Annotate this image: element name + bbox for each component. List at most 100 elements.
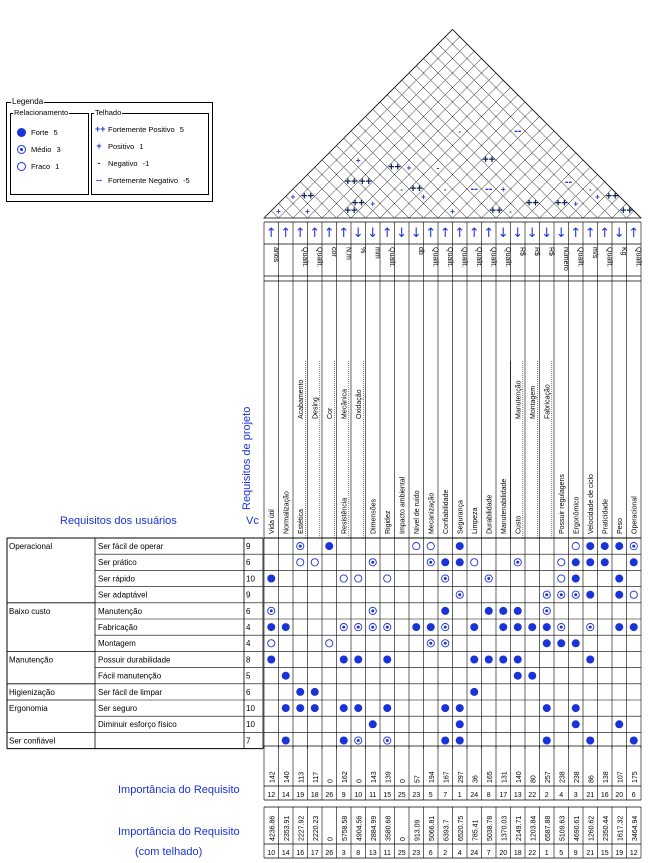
- roof-correlation-mark: +: [421, 192, 426, 201]
- strong-relationship: [455, 558, 464, 567]
- column-name: Dimensões: [370, 498, 377, 534]
- weak-relationship: [354, 574, 363, 583]
- roof-correlation-mark: -: [589, 185, 592, 194]
- importance-roof-rank: 11: [384, 850, 391, 857]
- roof-correlation-mark: --: [471, 183, 479, 195]
- roof-gridline: [379, 101, 497, 219]
- importance-roof-value: 6520.75: [458, 816, 465, 841]
- user-requirement: Ser fácil de operar: [98, 542, 164, 551]
- roof-gridline: [394, 94, 518, 219]
- importance-roof-value: 5066.81: [429, 816, 436, 841]
- column-group: Fabricação: [544, 384, 551, 419]
- legend-roof-p-label: Positivo: [108, 141, 135, 151]
- medium-relationship-center: [588, 625, 592, 629]
- user-requirement: Ser adaptável: [98, 591, 148, 600]
- strong-relationship: [470, 655, 479, 664]
- direction-up-icon: ↑: [454, 226, 465, 241]
- strong-relationship: [542, 623, 551, 632]
- medium-relationship-center: [298, 544, 302, 548]
- column-unit: Qualit.: [605, 247, 612, 267]
- roof-gridline: [452, 123, 547, 219]
- direction-up-icon: ↑: [280, 226, 291, 241]
- roof-gridline: [445, 36, 627, 219]
- strong-relationship: [571, 558, 580, 567]
- strong-relationship: [513, 655, 522, 664]
- medium-relationship-center: [429, 560, 433, 564]
- weak-relationship: [267, 639, 276, 648]
- direction-up-icon: ↑: [599, 226, 610, 241]
- roof-gridline: [387, 94, 511, 219]
- column-name: Rigidez: [385, 510, 392, 534]
- direction-down-icon: ↓: [556, 226, 567, 241]
- vc-value: 10: [246, 720, 255, 729]
- direction-up-icon: ↑: [324, 226, 335, 241]
- legend-roof-nn: -- Fortemente Negativo -5: [95, 175, 190, 185]
- medium-relationship-center: [356, 739, 360, 742]
- importance-value: 162: [342, 771, 349, 783]
- roof-correlation-mark: +: [370, 200, 375, 209]
- user-category: Operacional: [9, 542, 52, 551]
- column-name: Nível de ruído: [414, 490, 421, 534]
- importance-value: 117: [313, 772, 320, 783]
- strong-relationship: [412, 623, 421, 632]
- weak-circle-icon: [17, 162, 26, 171]
- importance-value: 238: [559, 771, 566, 783]
- roof-gridline: [285, 196, 308, 219]
- strong-relationship: [571, 704, 580, 713]
- importance-roof-rank: 8: [356, 850, 360, 857]
- importance-roof-rank: 4: [458, 850, 462, 857]
- importance-value: 57: [414, 775, 421, 783]
- importance-roof-value: 0: [327, 837, 334, 841]
- legend-roof-nn-label: Fortemente Negativo: [108, 175, 179, 185]
- roof-gridline: [343, 138, 424, 219]
- legend-medium: Médio 3: [17, 145, 61, 154]
- strong-relationship: [354, 704, 363, 713]
- weak-relationship: [470, 558, 479, 567]
- column-unit: N.m: [344, 247, 351, 260]
- importance-roof-rank: 17: [311, 850, 319, 857]
- roof-correlation-mark: ++: [490, 205, 503, 217]
- medium-relationship-center: [429, 641, 433, 645]
- legend-relationship: Relacionamento Forte 5 Médio 3 Fraco 1: [10, 108, 89, 195]
- legend-strong: Forte 5: [17, 128, 58, 137]
- strong-relationship: [542, 704, 551, 713]
- importance-roof-value: 2149.71: [516, 816, 523, 841]
- importance-value: 140: [516, 771, 523, 783]
- strong-relationship: [368, 720, 377, 729]
- legend: Legenda Relacionamento Forte 5 Médio 3 Fra…: [6, 97, 213, 202]
- direction-up-icon: ↑: [266, 226, 277, 241]
- user-category: Higienização: [9, 688, 55, 697]
- roof-correlation-mark: +: [276, 207, 281, 216]
- vc-value: 10: [246, 704, 255, 713]
- medium-relationship-center: [559, 625, 563, 629]
- direction-up-icon: ↑: [483, 226, 494, 241]
- roof-correlation-mark: ++: [345, 205, 358, 217]
- importance-rank: 26: [325, 792, 333, 799]
- strong-relationship: [354, 655, 363, 664]
- column-unit: R$: [533, 247, 540, 256]
- vc-value: 8: [246, 655, 251, 664]
- plus-icon: +: [96, 141, 102, 151]
- importance-roof-value: 0: [400, 837, 407, 841]
- weak-relationship: [412, 542, 421, 551]
- importance-value: 140: [284, 771, 291, 783]
- importance-value: 238: [574, 771, 581, 783]
- vc-value: 4: [246, 623, 251, 632]
- user-category: Ergonomia: [9, 704, 48, 713]
- importance-value: 142: [269, 771, 276, 783]
- vc-value: 10: [246, 574, 255, 583]
- importance-roof-rank: 25: [398, 850, 406, 857]
- direction-down-icon: ↓: [512, 226, 523, 241]
- roof-correlation-mark: ++: [301, 190, 314, 202]
- weak-relationship: [629, 590, 638, 599]
- user-requirement: Fácil manutenção: [98, 672, 162, 681]
- importance-roof-value: 5038.78: [487, 816, 494, 841]
- medium-relationship-center: [371, 609, 375, 613]
- strong-relationship: [513, 671, 522, 680]
- importance-roof-value: 4690.61: [574, 816, 581, 841]
- roof-correlation-mark: +: [305, 207, 310, 216]
- legend-weak-value: 1: [55, 162, 60, 171]
- roof-gridline: [423, 109, 533, 219]
- importance-roof-value: 2350.44: [603, 816, 610, 841]
- roof-gridline: [437, 43, 613, 219]
